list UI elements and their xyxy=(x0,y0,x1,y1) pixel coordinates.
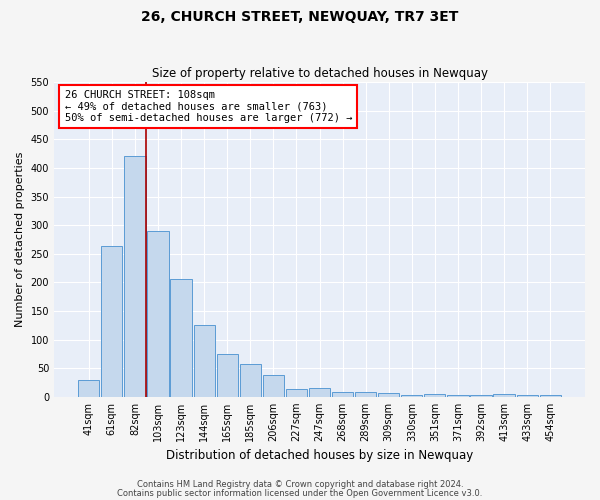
X-axis label: Distribution of detached houses by size in Newquay: Distribution of detached houses by size … xyxy=(166,450,473,462)
Bar xyxy=(286,389,307,397)
Bar xyxy=(101,246,122,397)
Text: 26, CHURCH STREET, NEWQUAY, TR7 3ET: 26, CHURCH STREET, NEWQUAY, TR7 3ET xyxy=(142,10,458,24)
Bar xyxy=(263,375,284,397)
Bar xyxy=(194,326,215,397)
Bar xyxy=(493,394,515,397)
Bar xyxy=(170,279,191,397)
Bar xyxy=(517,395,538,397)
Title: Size of property relative to detached houses in Newquay: Size of property relative to detached ho… xyxy=(152,66,488,80)
Bar xyxy=(217,354,238,397)
Bar xyxy=(448,394,469,397)
Bar xyxy=(378,394,400,397)
Bar xyxy=(539,394,561,397)
Bar xyxy=(148,231,169,397)
Bar xyxy=(309,388,330,397)
Text: Contains HM Land Registry data © Crown copyright and database right 2024.: Contains HM Land Registry data © Crown c… xyxy=(137,480,463,489)
Bar xyxy=(124,156,146,397)
Text: 26 CHURCH STREET: 108sqm
← 49% of detached houses are smaller (763)
50% of semi-: 26 CHURCH STREET: 108sqm ← 49% of detach… xyxy=(65,90,352,123)
Bar xyxy=(355,392,376,397)
Bar xyxy=(332,392,353,397)
Bar xyxy=(424,394,445,397)
Y-axis label: Number of detached properties: Number of detached properties xyxy=(15,152,25,327)
Bar xyxy=(78,380,100,397)
Bar xyxy=(470,395,491,397)
Bar xyxy=(239,364,261,397)
Bar xyxy=(401,394,422,397)
Text: Contains public sector information licensed under the Open Government Licence v3: Contains public sector information licen… xyxy=(118,489,482,498)
